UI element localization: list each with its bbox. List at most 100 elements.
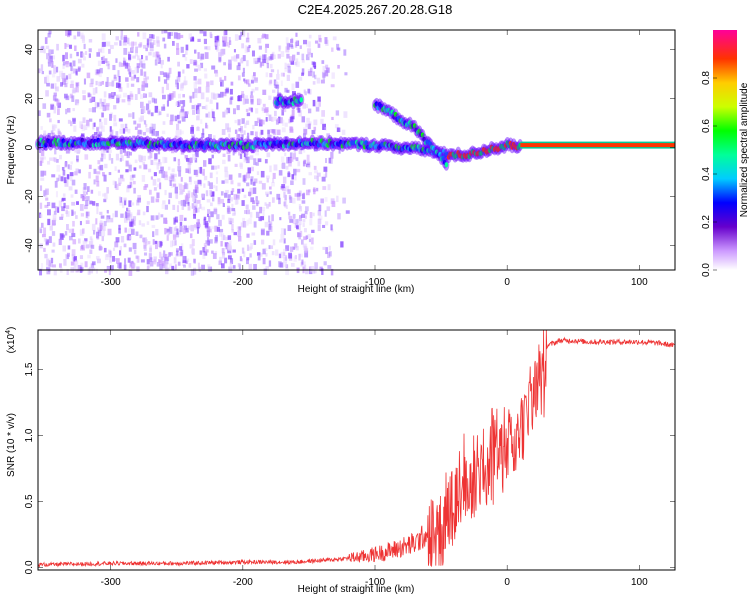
spectrogram-noise-cell xyxy=(130,202,135,206)
spectrogram-noise-cell xyxy=(166,100,170,107)
spectrogram-noise-cell xyxy=(85,191,88,195)
spectrogram-noise-cell xyxy=(101,112,104,118)
spectrogram-noise-cell xyxy=(127,65,131,72)
spectrogram-noise-cell xyxy=(314,175,317,180)
spectrogram-noise-cell xyxy=(306,40,309,47)
spectrogram-noise-cell xyxy=(50,262,53,268)
spectrogram-noise-cell xyxy=(70,121,73,127)
spectrogram-noise-cell xyxy=(83,43,86,50)
spectrogram-noise-cell xyxy=(313,119,318,126)
spectrogram-noise-cell xyxy=(290,262,295,267)
spectrogram-noise-cell xyxy=(203,31,207,37)
spectrogram-noise-cell xyxy=(106,82,109,87)
spectrogram-noise-cell xyxy=(288,215,293,220)
spectrogram-noise-cell xyxy=(80,213,85,217)
spectrogram-noise-cell xyxy=(99,98,103,104)
spectrogram-noise-cell xyxy=(136,266,140,272)
spectrogram-noise-cell xyxy=(227,255,232,260)
spectrogram-noise-cell xyxy=(321,71,326,78)
spectrogram-noise-cell xyxy=(143,93,146,97)
spectrogram-noise-cell xyxy=(188,176,192,182)
spectrogram-noise-cell xyxy=(220,91,224,98)
spectrogram-noise-cell xyxy=(127,184,132,189)
spectrogram-noise-cell xyxy=(82,95,86,101)
spectrogram-noise-cell xyxy=(335,110,340,116)
spectrogram-noise-cell xyxy=(276,193,281,200)
snr-x-tick-label: 0 xyxy=(504,577,510,588)
snr-x-tick-label: -300 xyxy=(101,577,121,588)
spectrogram-noise-cell xyxy=(71,232,76,238)
spectrogram-noise-cell xyxy=(234,34,239,41)
spectrogram-noise-cell xyxy=(49,55,53,62)
spectrogram-noise-cell xyxy=(73,68,77,74)
spectrogram-noise-cell xyxy=(246,259,249,265)
spectrogram-noise-cell xyxy=(128,151,132,156)
spectrogram-noise-cell xyxy=(86,196,90,201)
spectrogram-noise-cell xyxy=(81,52,85,57)
spectrogram-noise-cell xyxy=(246,32,250,39)
spectrogram-noise-cell xyxy=(164,257,169,265)
spectrogram-noise-cell xyxy=(77,31,81,37)
spectrogram-noise-cell xyxy=(209,172,213,179)
spectrogram-noise-cell xyxy=(171,146,175,154)
spectrogram-noise-cell xyxy=(218,260,223,266)
spectrogram-noise-cell xyxy=(271,53,274,61)
spectrogram-noise-cell xyxy=(133,167,137,171)
spectrogram-noise-cell xyxy=(133,187,136,194)
spectrogram-noise-cell xyxy=(261,183,266,190)
spectrogram-noise-cell xyxy=(284,122,288,127)
spectrogram-noise-cell xyxy=(215,185,218,192)
spectrogram-noise-cell xyxy=(187,111,190,115)
spectrogram-noise-cell xyxy=(251,166,254,172)
spectrogram-noise-cell xyxy=(292,54,296,61)
spectrogram-noise-cell xyxy=(241,90,244,98)
spectrogram-noise-cell xyxy=(53,106,57,114)
spectrogram-noise-cell xyxy=(236,105,240,111)
spectrogram-noise-cell xyxy=(334,124,339,129)
spectrogram-noise-cell xyxy=(164,171,168,178)
spectrogram-noise-cell xyxy=(324,210,327,217)
spectrogram-noise-cell xyxy=(250,98,254,105)
spectrogram-noise-cell xyxy=(64,42,67,50)
spectrogram-noise-cell xyxy=(199,250,203,255)
snr-series-line xyxy=(37,329,676,568)
spectrogram-noise-cell xyxy=(150,261,154,267)
spectrogram-noise-cell xyxy=(171,176,175,181)
spectrogram-noise-cell xyxy=(115,58,118,63)
spectrogram-noise-cell xyxy=(258,45,262,50)
spectrogram-noise-cell xyxy=(218,57,222,62)
spectrogram-noise-cell xyxy=(190,126,195,134)
spectrogram-noise-cell xyxy=(115,138,120,144)
spectrogram-noise-cell xyxy=(298,148,303,155)
spectrogram-noise-cell xyxy=(211,154,214,159)
spectrogram-noise-cell xyxy=(118,196,122,202)
spectrogram-noise-cell xyxy=(303,159,307,165)
spectrogram-noise-cell xyxy=(80,133,85,137)
spectrogram-noise-cell xyxy=(290,38,294,43)
spectrogram-noise-cell xyxy=(175,232,180,238)
spectrogram-noise-cell xyxy=(137,130,140,136)
spectrogram-noise-cell xyxy=(180,100,184,105)
spectrogram-noise-cell xyxy=(39,228,43,234)
spectrogram-noise-cell xyxy=(149,257,153,262)
spectrogram-noise-cell xyxy=(155,215,159,220)
spectrogram-noise-cell xyxy=(59,70,64,77)
spectrogram-noise-cell xyxy=(73,35,77,40)
spectrogram-noise-cell xyxy=(213,185,216,189)
spectrogram-noise-cell xyxy=(251,88,255,93)
spectrogram-noise-cell xyxy=(242,30,246,37)
spectrogram-noise-cell xyxy=(143,186,147,191)
spectrogram-noise-cell xyxy=(92,107,96,113)
spectrogram-noise-cell xyxy=(151,128,156,136)
spectrogram-noise-cell xyxy=(135,46,138,54)
spectrogram-noise-cell xyxy=(156,192,160,199)
spectrogram-noise-cell xyxy=(74,45,77,52)
spectrogram-noise-cell xyxy=(234,199,238,205)
spectrogram-noise-cell xyxy=(255,196,258,202)
spectrogram-noise-cell xyxy=(77,238,81,244)
spectrogram-noise-cell xyxy=(308,89,312,95)
spectrogram-noise-cell xyxy=(98,81,101,87)
spectrogram-noise-cell xyxy=(143,164,148,170)
spectrogram-noise-cell xyxy=(302,219,306,223)
spectrogram-noise-cell xyxy=(153,161,158,166)
